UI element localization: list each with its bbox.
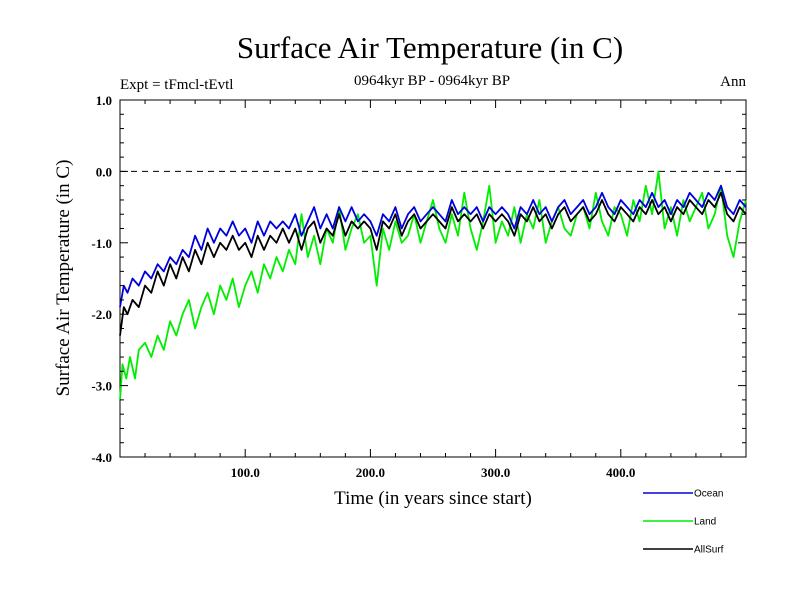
y-tick-label: -2.0 (91, 307, 112, 322)
x-tick-label: 400.0 (606, 465, 635, 480)
x-axis-label: Time (in years since start) (334, 488, 532, 509)
series-line-land (119, 170, 747, 400)
x-tick-label: 100.0 (231, 465, 260, 480)
series-line-allsurf (119, 191, 747, 336)
chart-subtitle: 0964kyr BP - 0964kyr BP (354, 73, 510, 89)
series-line-ocean (119, 184, 747, 308)
y-tick-label: -3.0 (91, 379, 112, 394)
legend-label-allsurf: AllSurf (694, 545, 724, 556)
axis-ticks: 100.0 200.0 300.0 400.0 -4.0 -3.0 -2.0 -1.0 0.0 1… (91, 93, 746, 480)
series-group (119, 170, 747, 400)
y-tick-label: -4.0 (91, 450, 112, 465)
plot-frame (119, 99, 747, 458)
x-tick-label: 200.0 (356, 465, 385, 480)
legend-label-ocean: Ocean (694, 489, 723, 500)
y-tick-label: 1.0 (96, 93, 112, 108)
y-tick-label: -1.0 (91, 236, 112, 251)
x-tick-label: 300.0 (481, 465, 510, 480)
experiment-label: Expt = tFmcl-tEvtl (120, 77, 233, 93)
y-axis-label: Surface Air Temperature (in C) (53, 160, 74, 397)
legend-label-land: Land (694, 517, 716, 528)
chart-title: Surface Air Temperature (in C) (237, 30, 623, 65)
y-tick-label: 0.0 (96, 164, 112, 179)
season-label: Ann (720, 74, 746, 90)
legend: Ocean Land AllSurf (643, 489, 724, 556)
